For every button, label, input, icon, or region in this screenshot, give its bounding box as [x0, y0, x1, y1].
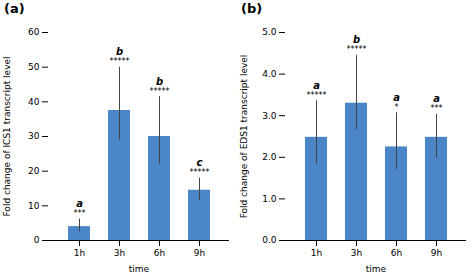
- svg-text:a: a: [76, 198, 83, 209]
- svg-text:*****: *****: [307, 91, 327, 100]
- svg-text:b: b: [156, 76, 163, 87]
- svg-text:*****: *****: [190, 168, 210, 177]
- svg-text:30: 30: [28, 131, 40, 141]
- svg-text:1.0: 1.0: [262, 194, 277, 204]
- svg-text:*****: *****: [110, 57, 130, 66]
- html-text:(a): (a): [4, 1, 25, 16]
- svg-text:50: 50: [28, 62, 40, 72]
- svg-text:9h: 9h: [431, 248, 442, 258]
- svg-text:6h: 6h: [154, 248, 165, 258]
- html-text:(b): (b): [241, 1, 263, 16]
- svg-text:0.0: 0.0: [262, 235, 277, 245]
- svg-text:b: b: [353, 34, 360, 45]
- svg-text:a: a: [393, 92, 400, 103]
- svg-text:20: 20: [28, 166, 40, 176]
- svg-text:4.0: 4.0: [262, 69, 277, 79]
- svg-text:***: ***: [431, 104, 443, 113]
- svg-text:time: time: [129, 264, 150, 274]
- svg-text:6h: 6h: [391, 248, 402, 258]
- svg-text:***: ***: [74, 209, 86, 218]
- svg-text:Fold change of EDS1 transcript: Fold change of EDS1 transcript level: [239, 55, 249, 219]
- svg-text:10: 10: [28, 201, 40, 211]
- svg-text:3.0: 3.0: [262, 111, 277, 121]
- svg-text:2.0: 2.0: [262, 152, 277, 162]
- svg-text:0: 0: [34, 235, 40, 245]
- svg-text:3h: 3h: [351, 248, 362, 258]
- svg-text:b: b: [116, 46, 123, 57]
- svg-text:40: 40: [28, 97, 40, 107]
- svg-text:Fold change of ICS1 transcript: Fold change of ICS1 transcript level: [2, 57, 12, 217]
- svg-text:*****: *****: [347, 45, 367, 54]
- svg-text:1h: 1h: [311, 248, 322, 258]
- svg-text:time: time: [366, 264, 387, 274]
- svg-text:*: *: [395, 103, 399, 112]
- svg-text:a: a: [313, 80, 320, 91]
- svg-text:*****: *****: [150, 87, 170, 96]
- svg-text:5.0: 5.0: [262, 27, 277, 37]
- svg-text:c: c: [197, 157, 203, 168]
- svg-text:60: 60: [28, 27, 40, 37]
- svg-text:1h: 1h: [74, 248, 85, 258]
- svg-text:3h: 3h: [114, 248, 125, 258]
- svg-text:9h: 9h: [194, 248, 205, 258]
- svg-text:a: a: [433, 93, 440, 104]
